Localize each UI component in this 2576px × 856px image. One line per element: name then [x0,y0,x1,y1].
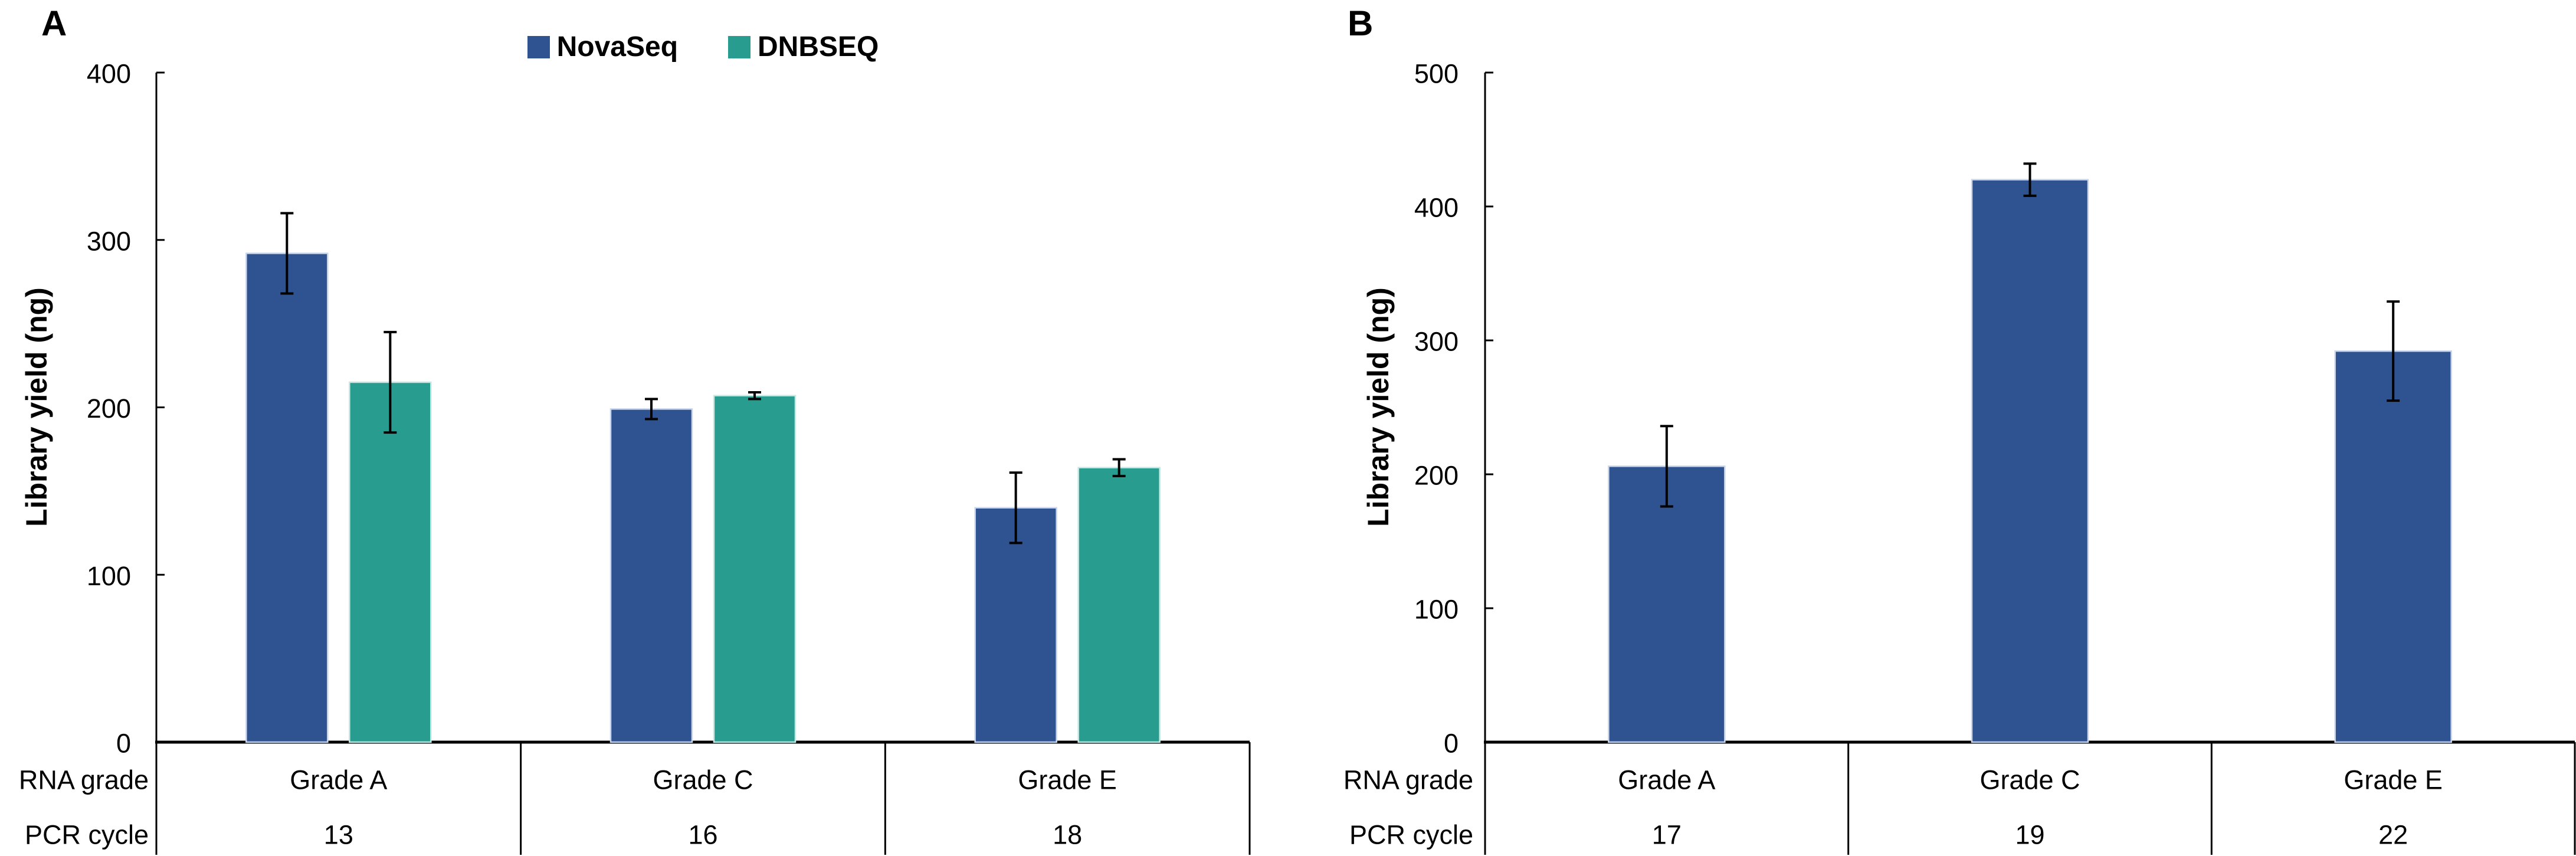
pcr-cycle-cell-grade-e: 22 [2378,820,2408,850]
panel-a: 0 100 200 300 400 RNA grade PCR cycle Grade A 13… [19,59,1251,855]
bar-novaseq-grade-c [1971,179,2089,743]
y-tick-label: 200 [1414,461,1459,491]
legend-item-novaseq: NovaSeq [527,31,678,63]
panel-a-y-axis-title: Library yield (ng) [20,287,53,527]
bar-dnbseq-grade-c [713,395,797,743]
legend-swatch-novaseq [527,35,550,58]
rna-grade-cell-grade-e: Grade E [2344,765,2443,795]
y-tick-label: 300 [87,226,131,256]
y-tick-label: 300 [1414,327,1459,357]
y-tick-label: 200 [87,393,131,424]
pcr-cycle-row-label: PCR cycle [25,820,149,850]
pcr-cycle-cell-grade-c: 19 [2015,820,2044,850]
panel-b: 0 100 200 300 400 500 RNA grade PCR cycle Grade … [1343,59,2576,855]
rna-grade-row-label: RNA grade [19,765,149,795]
bar-novaseq-grade-e [974,507,1057,743]
panel-b-letter: B [1348,4,1374,43]
panel-a-letter: A [41,4,67,43]
legend-item-dnbseq: DNBSEQ [728,31,879,63]
pcr-cycle-cell-grade-c: 16 [688,820,717,850]
bar-dnbseq-grade-e [1077,467,1161,743]
rna-grade-cell-grade-a: Grade A [290,765,387,795]
bar-dnbseq-grade-a [349,381,432,743]
pcr-cycle-cell-grade-e: 18 [1053,820,1082,850]
y-tick-label: 0 [116,729,131,759]
bar-novaseq-grade-e [2334,350,2452,743]
y-tick-label: 400 [87,59,131,89]
legend: NovaSeq DNBSEQ [156,31,1250,63]
y-tick-label: 500 [1414,59,1459,89]
y-tick-label: 100 [87,561,131,591]
pcr-cycle-cell-grade-a: 13 [324,820,353,850]
pcr-cycle-cell-grade-a: 17 [1652,820,1682,850]
rna-grade-cell-grade-c: Grade C [1979,765,2080,795]
rna-grade-row-label: RNA grade [1343,765,1473,795]
legend-label-dnbseq: DNBSEQ [758,31,879,63]
bar-novaseq-grade-a [245,252,329,743]
y-tick-label: 0 [1444,729,1459,759]
y-tick-label: 100 [1414,595,1459,625]
rna-grade-cell-grade-a: Grade A [1618,765,1715,795]
pcr-cycle-row-label: PCR cycle [1349,820,1473,850]
y-tick-label: 400 [1414,193,1459,223]
legend-label-novaseq: NovaSeq [556,31,679,63]
legend-swatch-dnbseq [728,35,751,58]
rna-grade-cell-grade-c: Grade C [653,765,753,795]
bar-novaseq-grade-a [1608,465,1726,743]
bar-novaseq-grade-c [609,408,693,743]
rna-grade-cell-grade-e: Grade E [1018,765,1117,795]
panel-b-y-axis-title: Library yield (ng) [1362,287,1395,527]
